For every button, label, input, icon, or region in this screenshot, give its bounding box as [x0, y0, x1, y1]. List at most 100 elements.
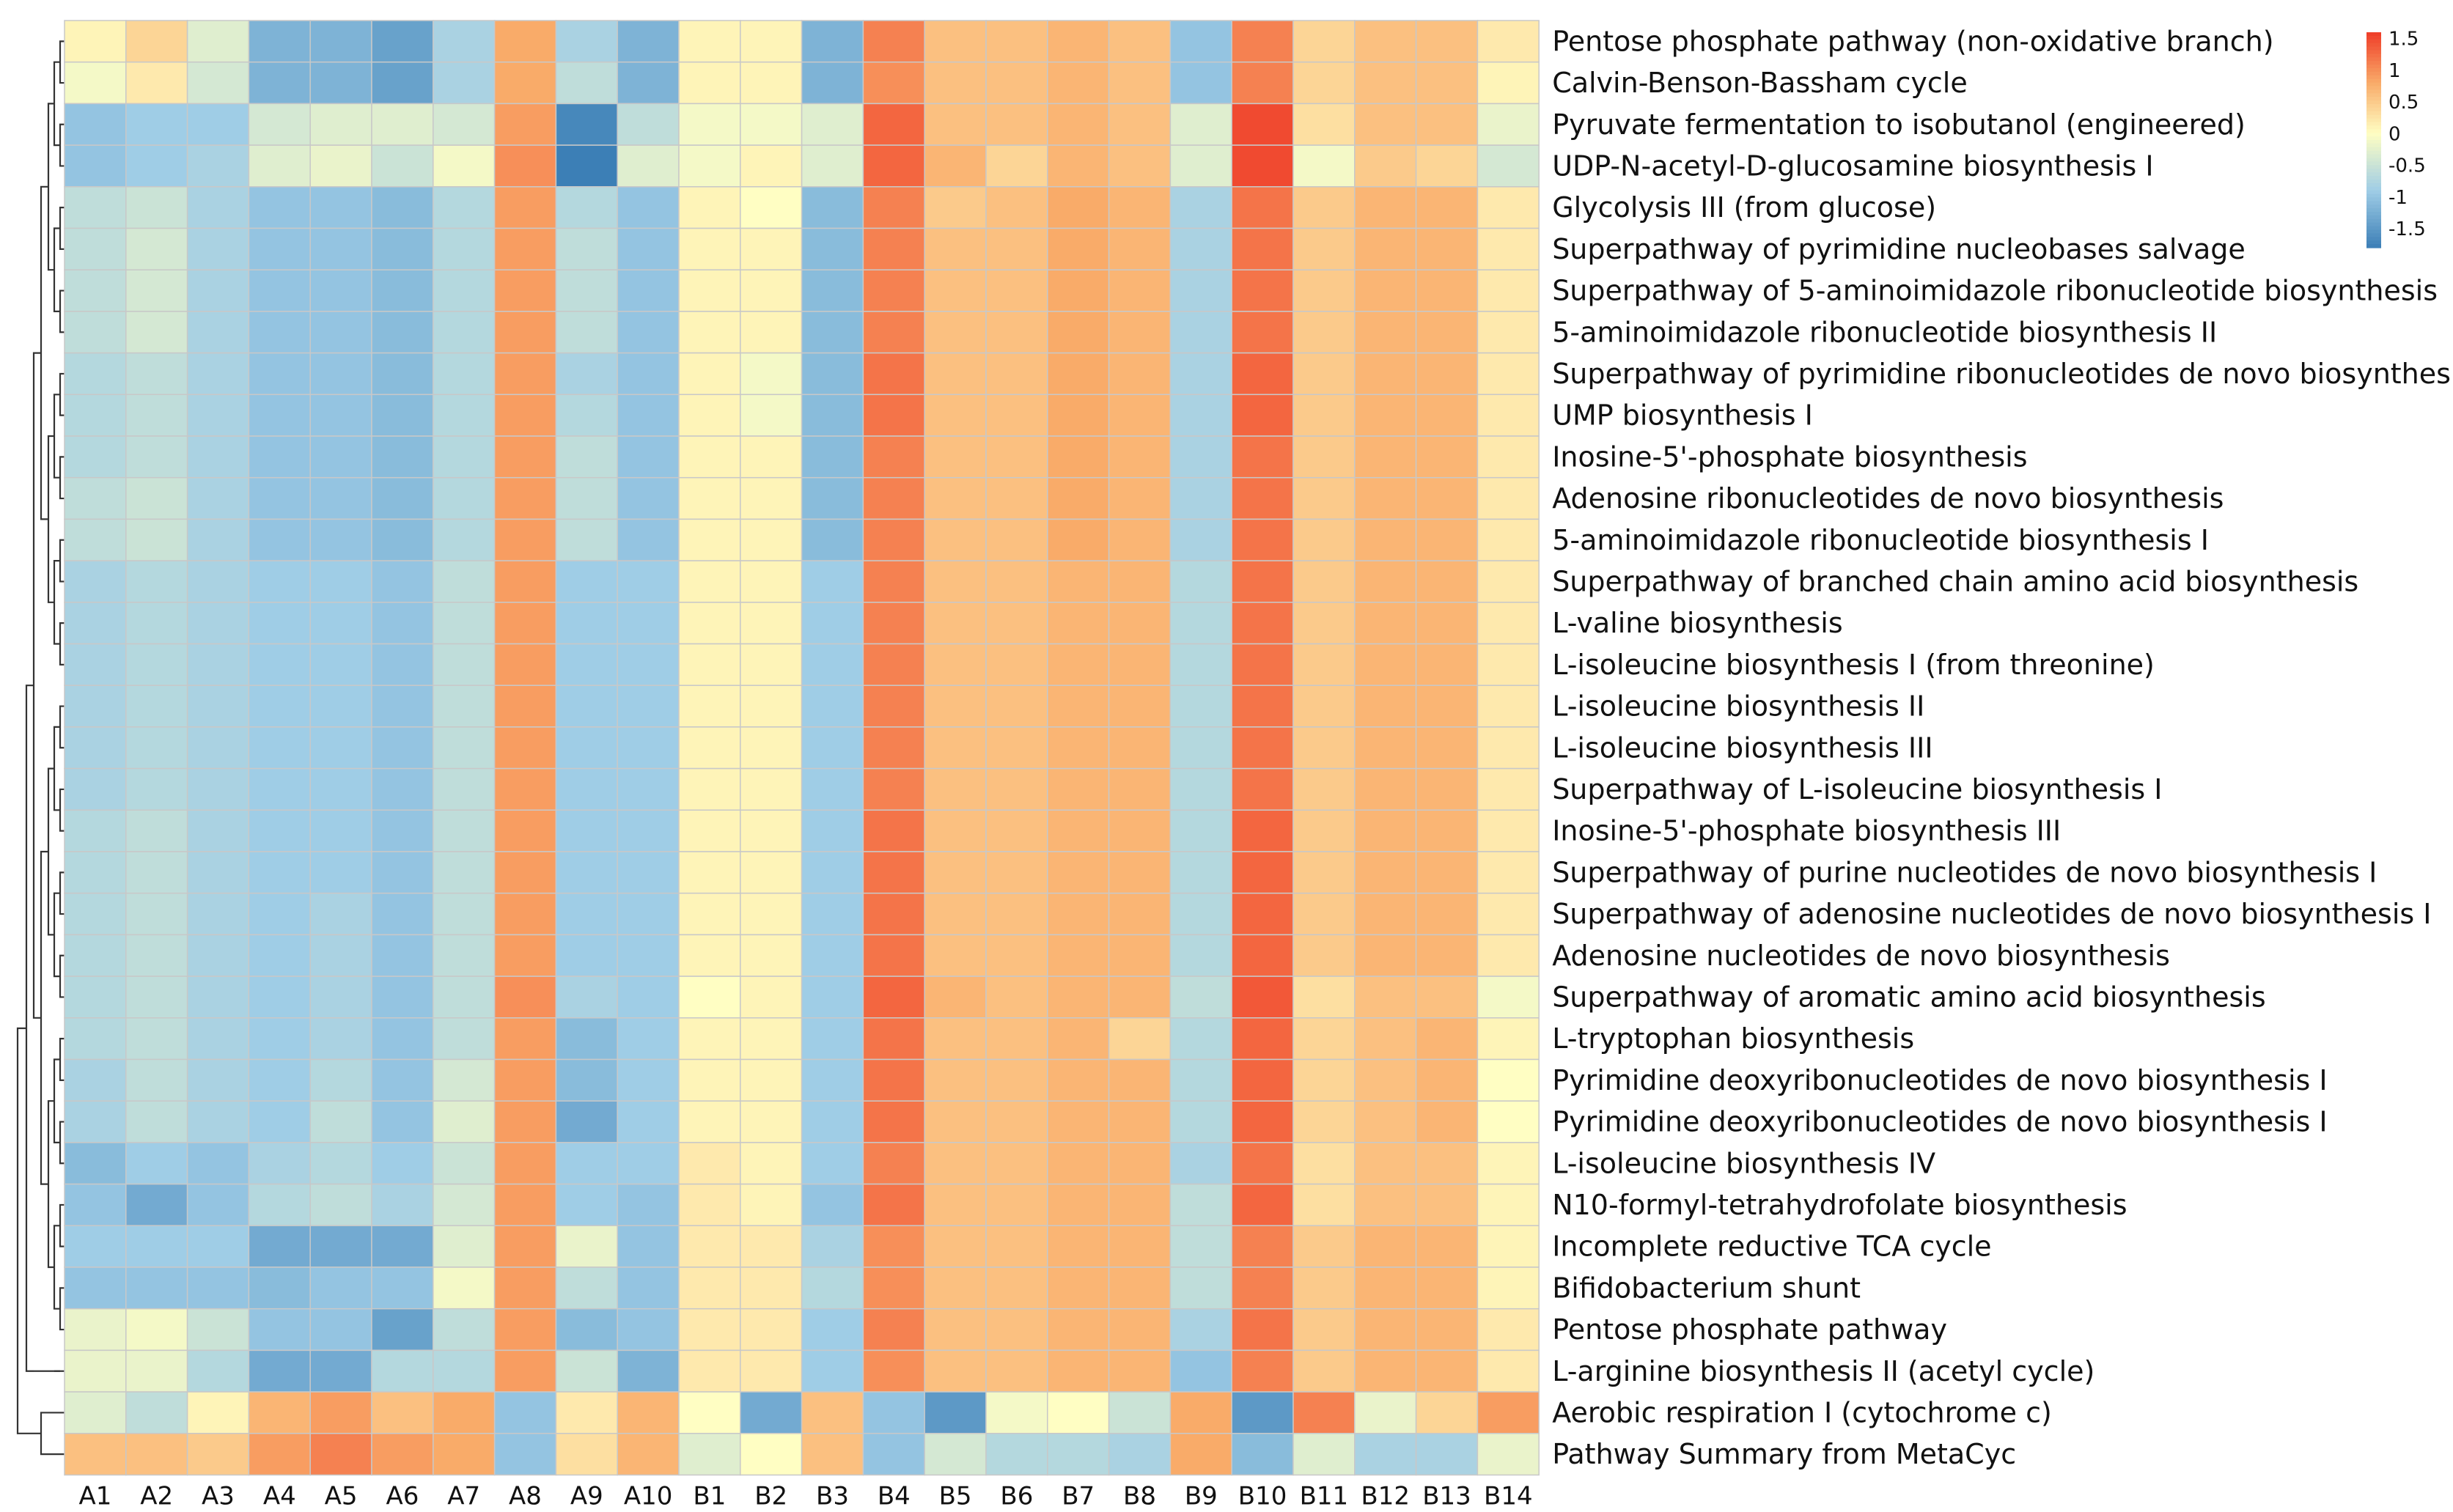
heatmap-cell — [125, 809, 188, 852]
dendrogram-branch — [16, 1027, 26, 1434]
heatmap-cell — [1231, 103, 1294, 146]
heatmap-cell — [1415, 726, 1479, 770]
heatmap-cell — [678, 560, 741, 603]
heatmap-cell — [186, 144, 250, 188]
legend-tick-label: -0.5 — [2388, 155, 2426, 177]
heatmap-cell — [64, 1391, 127, 1434]
heatmap-cell — [493, 976, 557, 1019]
heatmap-cell — [1476, 1183, 1540, 1227]
heatmap-cell — [678, 892, 741, 936]
column-labels: A1 A2 A3 A4 A5 A6 A7 A8 A9 A10 B1 B2 B3 B4 B5 B6 B7 B8 B9 B… — [78, 1482, 1532, 1511]
heatmap-cell — [1108, 1349, 1172, 1393]
heatmap-cell — [186, 1183, 250, 1227]
heatmap-cell — [1476, 227, 1540, 270]
heatmap-cell — [1231, 560, 1294, 603]
heatmap-cell — [1354, 976, 1417, 1019]
heatmap-cell — [862, 1058, 925, 1102]
legend-swatch — [2366, 86, 2381, 90]
row-labels: Pentose phosphate pathway (non-oxidative… — [1552, 25, 2453, 1470]
legend-swatch — [2366, 204, 2381, 209]
heatmap-cell — [924, 602, 987, 645]
heatmap-cell — [309, 61, 372, 105]
heatmap-cell — [740, 726, 803, 770]
heatmap-cell — [493, 435, 557, 479]
heatmap-cell — [1415, 1391, 1479, 1434]
heatmap-cell — [1047, 311, 1110, 354]
heatmap-cell — [371, 602, 434, 645]
heatmap-cell — [801, 186, 864, 229]
heatmap-cell — [985, 103, 1048, 146]
heatmap-cell — [371, 934, 434, 977]
legend-swatch — [2366, 169, 2381, 173]
heatmap-cell — [555, 976, 618, 1019]
heatmap-cell — [1415, 1308, 1479, 1351]
heatmap-cell — [1169, 144, 1232, 188]
heatmap-cell — [1108, 602, 1172, 645]
heatmap-cell — [801, 1266, 864, 1310]
heatmap-cell — [309, 352, 372, 396]
heatmap-cell — [1231, 726, 1294, 770]
heatmap-cell — [1047, 1058, 1110, 1102]
heatmap-cell — [862, 560, 925, 603]
heatmap-cell — [1108, 1100, 1172, 1143]
legend-swatch — [2366, 129, 2381, 133]
heatmap-cell — [1292, 20, 1356, 63]
row-label: N10-formyl-tetrahydrofolate biosynthesis — [1552, 1189, 2127, 1221]
heatmap-cell — [985, 476, 1048, 520]
heatmap-cell — [433, 61, 496, 105]
heatmap-cell — [617, 352, 680, 396]
heatmap-cell — [985, 602, 1048, 645]
heatmap-cell — [985, 809, 1048, 852]
row-dendrogram — [16, 40, 65, 1456]
heatmap-cell — [1354, 144, 1417, 188]
heatmap-cell — [1047, 976, 1110, 1019]
heatmap-cell — [1476, 1225, 1540, 1268]
heatmap-cell — [433, 311, 496, 354]
heatmap-cell — [1108, 518, 1172, 561]
heatmap-cell — [433, 643, 496, 686]
column-label: B12 — [1361, 1482, 1410, 1511]
heatmap-cell — [1047, 186, 1110, 229]
heatmap-cell — [801, 1433, 864, 1476]
heatmap-cell — [186, 767, 250, 811]
dendrogram-branch — [59, 456, 65, 500]
legend-swatch — [2366, 143, 2381, 148]
heatmap-cell — [433, 1100, 496, 1143]
heatmap-cell — [64, 851, 127, 894]
heatmap-cell — [1415, 144, 1479, 188]
dendrogram-branch — [40, 850, 48, 1185]
heatmap-cell — [555, 435, 618, 479]
heatmap-cell — [555, 352, 618, 396]
heatmap-cell — [1292, 352, 1356, 396]
row-label: Aerobic respiration I (cytochrome c) — [1552, 1397, 2052, 1429]
heatmap-cell — [1415, 767, 1479, 811]
heatmap-cell — [1231, 1225, 1294, 1268]
dendrogram-branch — [53, 560, 60, 645]
heatmap-cell — [186, 685, 250, 728]
legend-swatch — [2366, 140, 2381, 144]
heatmap-cell — [678, 1183, 741, 1227]
heatmap-cell — [555, 1349, 618, 1393]
heatmap-cell — [433, 1308, 496, 1351]
heatmap-cell — [125, 394, 188, 437]
heatmap-cell — [125, 851, 188, 894]
heatmap-cell — [1292, 1225, 1356, 1268]
heatmap-cell — [801, 685, 864, 728]
heatmap-cell — [924, 394, 987, 437]
heatmap-cell — [433, 767, 496, 811]
heatmap-cell — [309, 518, 372, 561]
heatmap-cell — [1108, 269, 1172, 312]
heatmap-cell — [801, 602, 864, 645]
heatmap-cell — [433, 394, 496, 437]
heatmap-cell — [924, 435, 987, 479]
heatmap-cell — [1108, 892, 1172, 936]
heatmap-cell — [64, 352, 127, 396]
legend-swatch — [2366, 50, 2381, 54]
heatmap-cell — [125, 103, 188, 146]
heatmap-cell — [555, 851, 618, 894]
heatmap-cell — [1108, 685, 1172, 728]
heatmap-cell — [1476, 767, 1540, 811]
heatmap-cell — [125, 1225, 188, 1268]
heatmap-cell — [1292, 435, 1356, 479]
heatmap-cell — [64, 227, 127, 270]
